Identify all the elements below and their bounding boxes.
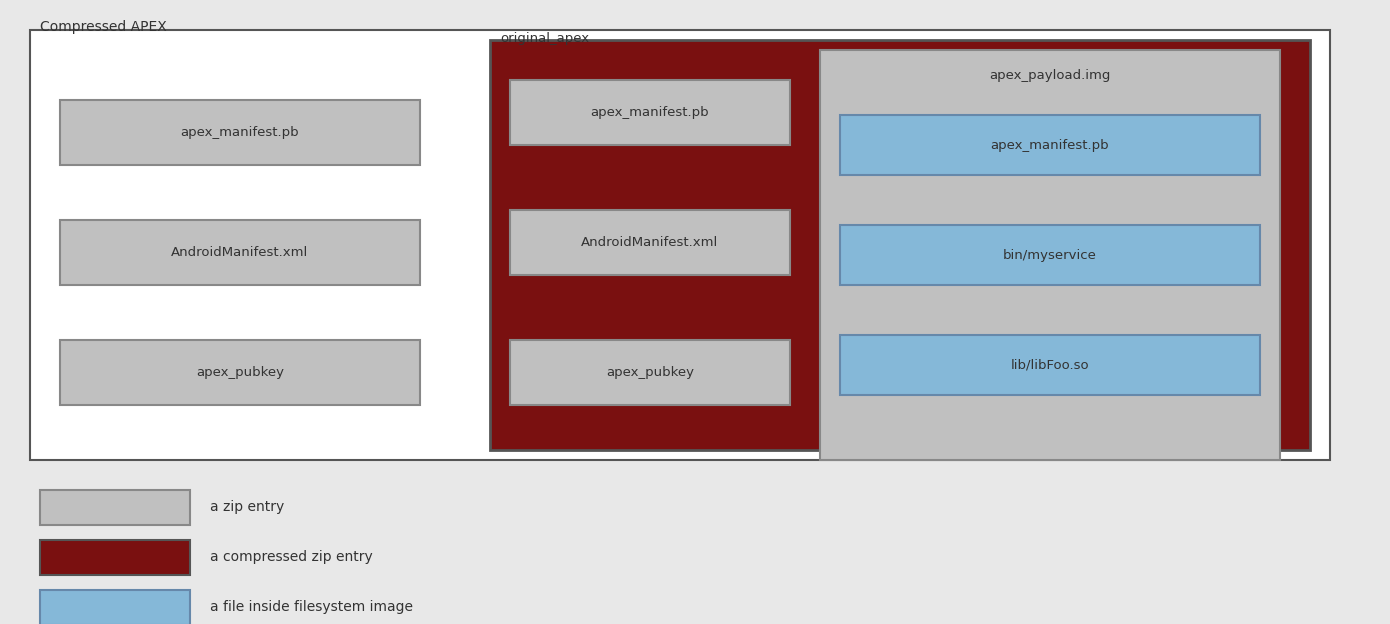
- FancyBboxPatch shape: [840, 335, 1259, 395]
- Text: apex_payload.img: apex_payload.img: [990, 69, 1111, 82]
- Text: bin/myservice: bin/myservice: [1004, 248, 1097, 261]
- FancyBboxPatch shape: [60, 100, 420, 165]
- Text: apex_pubkey: apex_pubkey: [196, 366, 284, 379]
- Text: apex_pubkey: apex_pubkey: [606, 366, 694, 379]
- FancyBboxPatch shape: [40, 540, 190, 575]
- Text: AndroidManifest.xml: AndroidManifest.xml: [171, 246, 309, 259]
- FancyBboxPatch shape: [40, 590, 190, 624]
- Text: a compressed zip entry: a compressed zip entry: [210, 550, 373, 565]
- Text: Compressed APEX: Compressed APEX: [40, 20, 167, 34]
- Text: apex_manifest.pb: apex_manifest.pb: [591, 106, 709, 119]
- FancyBboxPatch shape: [510, 210, 790, 275]
- FancyBboxPatch shape: [820, 50, 1280, 460]
- FancyBboxPatch shape: [840, 115, 1259, 175]
- FancyBboxPatch shape: [60, 340, 420, 405]
- Text: lib/libFoo.so: lib/libFoo.so: [1011, 359, 1090, 371]
- Text: a zip entry: a zip entry: [210, 500, 284, 515]
- FancyBboxPatch shape: [31, 30, 1330, 460]
- FancyBboxPatch shape: [840, 225, 1259, 285]
- Text: AndroidManifest.xml: AndroidManifest.xml: [581, 236, 719, 249]
- FancyBboxPatch shape: [491, 40, 1309, 450]
- FancyBboxPatch shape: [510, 340, 790, 405]
- Text: apex_manifest.pb: apex_manifest.pb: [991, 139, 1109, 152]
- Text: apex_manifest.pb: apex_manifest.pb: [181, 126, 299, 139]
- FancyBboxPatch shape: [60, 220, 420, 285]
- FancyBboxPatch shape: [40, 490, 190, 525]
- Text: a file inside filesystem image: a file inside filesystem image: [210, 600, 413, 615]
- FancyBboxPatch shape: [510, 80, 790, 145]
- Text: original_apex: original_apex: [500, 32, 589, 45]
